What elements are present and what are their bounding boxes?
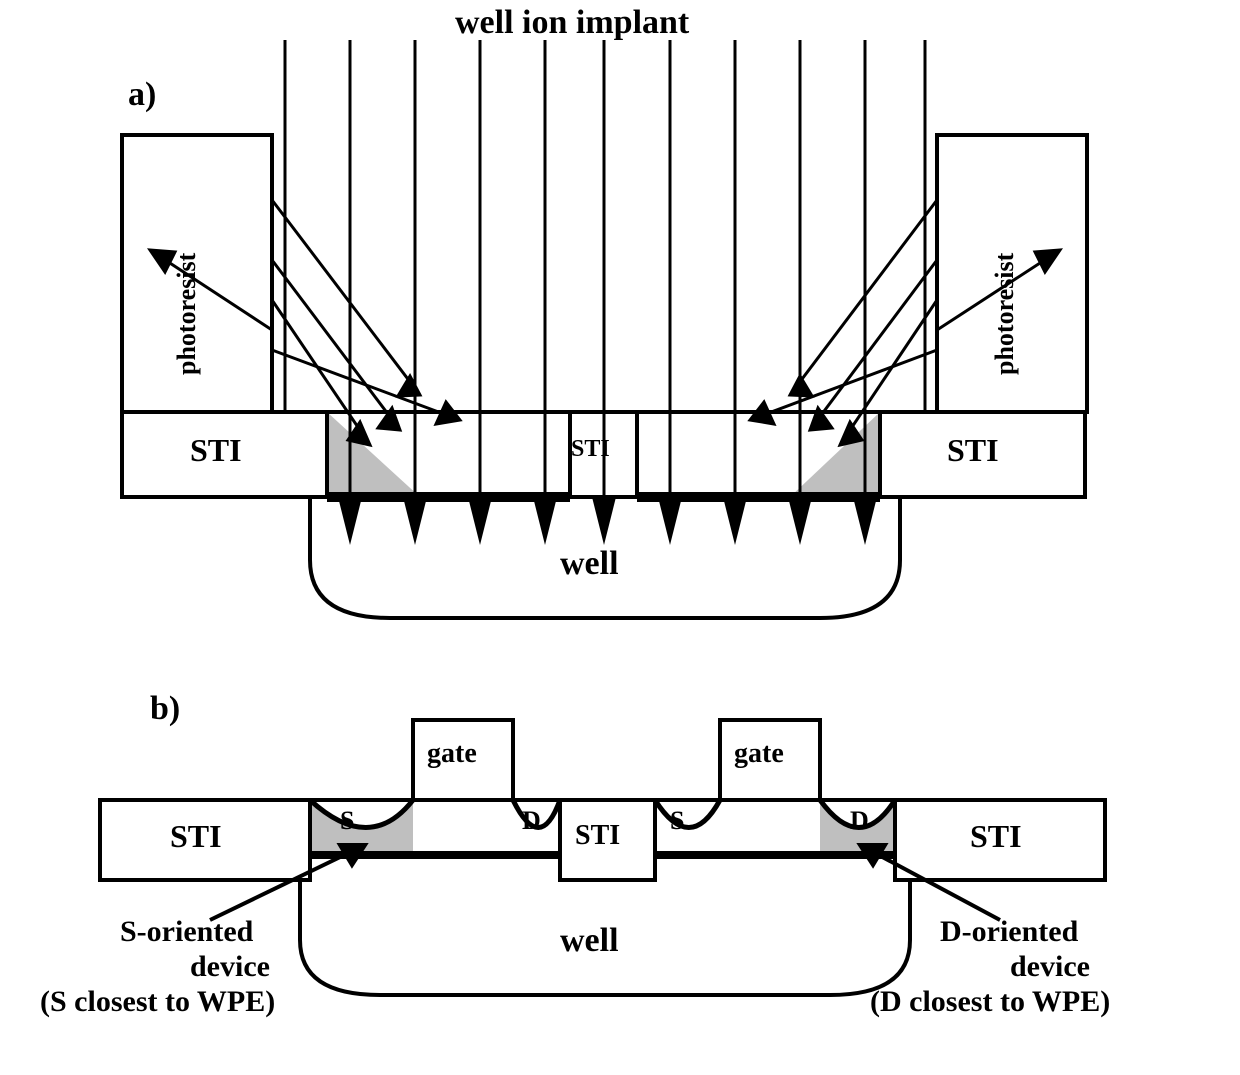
sti-mid-b: STI xyxy=(575,820,620,852)
s1-label: S xyxy=(340,806,354,836)
caption-right-2: device xyxy=(1010,950,1090,984)
sti-right-a: STI xyxy=(947,432,999,469)
diagram-svg xyxy=(0,0,1240,1075)
sti-right-b: STI xyxy=(970,818,1022,855)
d2-label: D xyxy=(850,806,869,836)
panel-b-label: b) xyxy=(150,690,180,728)
photoresist-left-label: photoresist xyxy=(172,253,202,375)
gate-left-label: gate xyxy=(427,738,477,770)
panel-a xyxy=(122,40,1087,618)
sti-mid-a: STI xyxy=(571,436,610,463)
sti-left-a: STI xyxy=(190,432,242,469)
caption-right-1: D-oriented xyxy=(940,915,1078,949)
caption-left-3: (S closest to WPE) xyxy=(40,985,275,1019)
caption-left-2: device xyxy=(190,950,270,984)
title-well-ion-implant: well ion implant xyxy=(455,4,689,42)
gate-right-label: gate xyxy=(734,738,784,770)
well-label-a: well xyxy=(560,545,619,583)
figure-container: a) well ion implant STI STI STI well pho… xyxy=(0,0,1240,1075)
caption-left-1: S-oriented xyxy=(120,915,253,949)
caption-right-3: (D closest to WPE) xyxy=(870,985,1110,1019)
panel-a-label: a) xyxy=(128,76,156,114)
well-label-b: well xyxy=(560,922,619,960)
d1-label: D xyxy=(522,806,541,836)
photoresist-right-label: photoresist xyxy=(990,253,1020,375)
sti-left-b: STI xyxy=(170,818,222,855)
s2-label: S xyxy=(670,806,684,836)
